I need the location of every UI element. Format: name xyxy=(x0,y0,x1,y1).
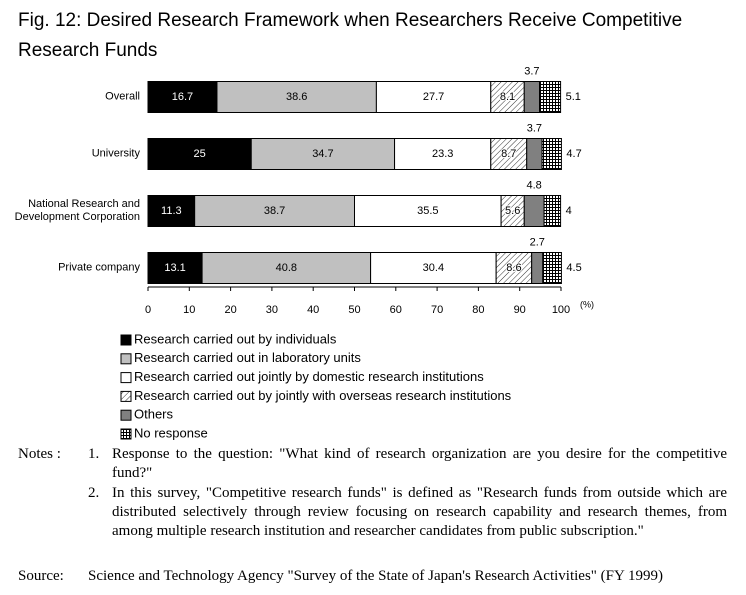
value-label: 34.7 xyxy=(312,148,333,160)
value-label: 16.7 xyxy=(172,91,193,103)
bar-segment xyxy=(531,252,544,284)
value-label: 30.4 xyxy=(423,262,444,274)
bar-segment xyxy=(543,195,562,227)
value-label: 11.3 xyxy=(161,205,182,217)
x-tick-label: 10 xyxy=(183,304,195,316)
value-label: 3.7 xyxy=(527,122,542,134)
bar-segment xyxy=(542,252,562,284)
value-label: 4.7 xyxy=(566,148,581,160)
bar-segment xyxy=(394,138,492,170)
chart-title: Fig. 12: Desired Research Framework when… xyxy=(18,10,683,61)
legend-marker xyxy=(120,353,132,365)
value-label: 8.6 xyxy=(506,262,521,274)
x-tick-label: 40 xyxy=(307,304,319,316)
legend-text: Research carried out by jointly with ove… xyxy=(134,388,512,403)
bar-segment xyxy=(541,138,562,170)
note-number: 1. xyxy=(88,446,100,462)
note-text: Response to the question: "What kind of … xyxy=(112,446,727,481)
value-label: 25 xyxy=(194,148,206,160)
source-text: Science and Technology Agency "Survey of… xyxy=(88,568,664,584)
category-label: National Research and Development Corpor… xyxy=(14,198,140,223)
bar-segment xyxy=(490,81,525,113)
category-label: Overall xyxy=(105,90,140,103)
x-tick-label: 70 xyxy=(431,304,443,316)
bar-segment xyxy=(539,81,562,113)
value-label: 13.1 xyxy=(164,262,185,274)
value-label: 5.1 xyxy=(566,91,581,103)
x-tick-label: 30 xyxy=(266,304,278,316)
bar-segment xyxy=(354,195,502,227)
note-text: In this survey, "Competitive research fu… xyxy=(112,485,727,539)
bar-segment xyxy=(147,252,203,284)
category-label: University xyxy=(91,147,140,160)
legend-marker xyxy=(120,390,132,402)
value-label: 4.5 xyxy=(566,262,581,274)
value-label: 3.7 xyxy=(524,65,539,77)
bar-segment xyxy=(201,252,372,284)
value-label: 2.7 xyxy=(530,236,545,248)
legend-marker xyxy=(120,409,132,421)
value-label: 5.6 xyxy=(505,205,520,217)
x-axis-label: (%) xyxy=(580,299,594,309)
legend-text: Research carried out jointly by domestic… xyxy=(134,369,484,384)
bar-segment xyxy=(523,81,541,113)
notes-label: Notes : xyxy=(18,446,61,462)
bar-segment xyxy=(147,81,218,113)
x-tick-label: 60 xyxy=(390,304,402,316)
legend-text: Research carried out in laboratory units xyxy=(134,350,361,365)
legend-text: Others xyxy=(134,407,174,422)
value-label: 35.5 xyxy=(417,205,438,217)
legend-text: No response xyxy=(134,425,208,440)
value-label: 23.3 xyxy=(432,148,453,160)
value-label: 27.7 xyxy=(423,91,444,103)
bar-segment xyxy=(523,195,545,227)
value-label: 8.7 xyxy=(501,148,516,160)
note-number: 2. xyxy=(88,485,100,501)
source-label: Source: xyxy=(18,568,64,584)
value-label: 40.8 xyxy=(276,262,297,274)
value-label: 38.7 xyxy=(264,205,285,217)
x-tick-label: 100 xyxy=(552,304,570,316)
x-tick-label: 90 xyxy=(514,304,526,316)
value-label: 8.1 xyxy=(500,91,515,103)
category-label: Private company xyxy=(58,261,140,274)
bar-segment xyxy=(490,138,528,170)
bar-segment xyxy=(147,138,252,170)
bar-segment xyxy=(250,138,396,170)
x-tick-label: 0 xyxy=(145,304,151,316)
x-tick-label: 20 xyxy=(224,304,236,316)
value-label: 38.6 xyxy=(286,91,307,103)
x-tick-label: 80 xyxy=(472,304,484,316)
legend-marker xyxy=(120,334,132,346)
legend-marker xyxy=(120,428,132,440)
value-label: 4 xyxy=(566,205,572,217)
legend-text: Research carried out by individuals xyxy=(134,331,337,346)
bar-segment xyxy=(526,138,543,170)
legend-marker xyxy=(120,372,132,384)
x-tick-label: 50 xyxy=(348,304,360,316)
value-label: 4.8 xyxy=(527,179,542,191)
